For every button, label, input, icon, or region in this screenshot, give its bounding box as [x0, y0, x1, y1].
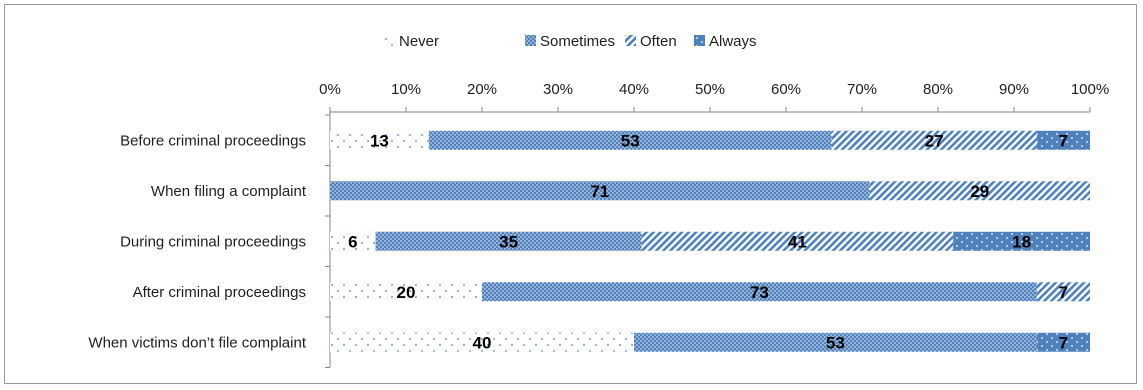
x-tick-label: 30% [543, 81, 573, 98]
bars [330, 130, 1090, 352]
legend-item-always: Always [694, 33, 757, 50]
bar-segment-sometimes-when-filing-a-complaint [330, 181, 870, 201]
x-tick-label: 20% [467, 81, 497, 98]
legend-label-often: Often [640, 33, 677, 50]
bar-segment-always-before-criminal-proceedings [1036, 130, 1090, 150]
bar-segment-always-when-victims-don-t-file-complaint [1036, 332, 1090, 352]
bar-segment-often-before-criminal-proceedings [831, 130, 1037, 150]
bar-segment-always-during-criminal-proceedings [953, 231, 1090, 251]
data-label-sometimes: 53 [621, 131, 640, 150]
data-label-always: 18 [1012, 232, 1031, 251]
bar-segment-never-when-victims-don-t-file-complaint [330, 332, 634, 352]
data-label-always: 7 [1059, 131, 1068, 150]
legend-swatch-often [625, 35, 636, 46]
bar-segment-never-before-criminal-proceedings [330, 130, 429, 150]
y-axis: Before criminal proceedings When filing a… [88, 112, 331, 368]
data-label-often: 27 [925, 131, 944, 150]
x-tick-label: 50% [695, 81, 725, 98]
data-labels: 13 53 27 7 71 29 6 35 41 18 20 73 7 40 53 7 [348, 131, 1068, 352]
legend-item-often: Often [625, 33, 677, 50]
legend-item-sometimes: Sometimes [525, 33, 615, 50]
x-tick-label: 10% [391, 81, 421, 98]
x-tick-label: 0% [319, 81, 341, 98]
bar-segment-often-when-filing-a-complaint [869, 181, 1090, 201]
data-label-never: 6 [348, 232, 357, 251]
category-label-when-filing-a-complaint: When filing a complaint [151, 183, 307, 200]
legend-item-never: Never [384, 33, 439, 50]
bar-segment-sometimes-after-criminal-proceedings [482, 282, 1037, 302]
category-label-after-criminal-proceedings: After criminal proceedings [133, 284, 306, 301]
data-label-sometimes: 53 [826, 333, 845, 352]
legend-label-always: Always [709, 33, 757, 50]
bar-segment-sometimes-before-criminal-proceedings [428, 130, 832, 150]
x-axis: 0% 10% 20% 30% 40% 50% 60% 70% 80% 90% 100% [319, 81, 1109, 113]
legend-label-sometimes: Sometimes [540, 33, 615, 50]
legend-swatch-sometimes [525, 35, 536, 46]
bar-segment-never-after-criminal-proceedings [330, 282, 482, 302]
data-label-never: 13 [370, 131, 389, 150]
bar-segment-sometimes-during-criminal-proceedings [375, 231, 642, 251]
data-label-always: 7 [1059, 333, 1068, 352]
x-tick-label: 60% [771, 81, 801, 98]
data-label-often: 29 [970, 182, 989, 201]
bar-segment-often-during-criminal-proceedings [641, 231, 954, 251]
category-label-during-criminal-proceedings: During criminal proceedings [120, 233, 306, 250]
x-tick-label: 80% [923, 81, 953, 98]
category-label-before-criminal-proceedings: Before criminal proceedings [120, 132, 306, 149]
x-tick-label: 100% [1071, 81, 1109, 98]
data-label-sometimes: 35 [499, 232, 518, 251]
data-label-never: 20 [397, 283, 416, 302]
data-label-sometimes: 73 [750, 283, 769, 302]
legend-swatch-always [694, 35, 705, 46]
category-label-when-victims-don-t-file-complaint: When victims don’t file complaint [88, 334, 306, 351]
legend-swatch-never [384, 35, 395, 46]
legend-label-never: Never [399, 33, 439, 50]
data-label-often: 41 [788, 232, 807, 251]
bar-segment-sometimes-when-victims-don-t-file-complaint [634, 332, 1037, 352]
x-tick-label: 40% [619, 81, 649, 98]
data-label-never: 40 [473, 333, 492, 352]
data-label-often: 7 [1059, 283, 1068, 302]
bar-segment-often-after-criminal-proceedings [1036, 282, 1090, 302]
bar-segment-never-during-criminal-proceedings [330, 231, 376, 251]
legend: Never Sometimes Often Always [384, 33, 757, 50]
x-tick-label: 90% [999, 81, 1029, 98]
data-label-sometimes: 71 [590, 182, 609, 201]
x-tick-label: 70% [847, 81, 877, 98]
